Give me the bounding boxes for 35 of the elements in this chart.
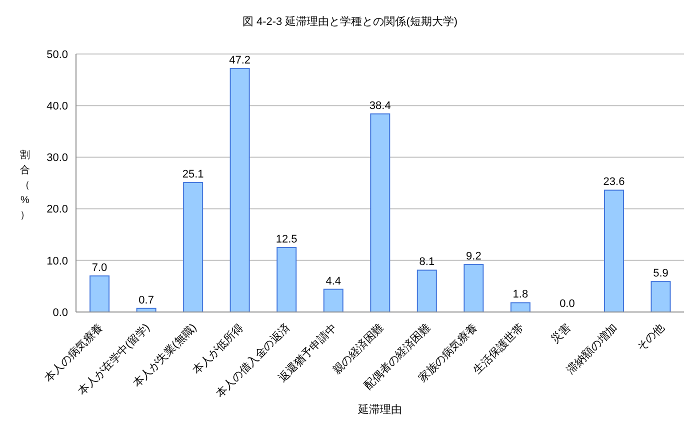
data-label: 0.0 bbox=[560, 298, 575, 310]
y-tick-label: 20.0 bbox=[46, 204, 68, 216]
data-label: 8.1 bbox=[419, 256, 435, 268]
bar bbox=[650, 281, 671, 312]
data-label: 23.6 bbox=[603, 176, 625, 188]
bar bbox=[183, 182, 204, 312]
data-label: 4.4 bbox=[326, 275, 342, 288]
y-tick-label: 0.0 bbox=[52, 306, 68, 319]
bar bbox=[464, 264, 484, 312]
data-label: 1.8 bbox=[512, 288, 528, 301]
bar bbox=[416, 270, 437, 312]
y-tick-label: 10.0 bbox=[46, 255, 68, 268]
data-label: 0.7 bbox=[138, 294, 154, 306]
x-axis-title: 延滞理由 bbox=[357, 403, 403, 417]
bar bbox=[370, 113, 390, 312]
y-tick-label: 30.0 bbox=[46, 152, 68, 164]
y-axis-title: 割合（%） bbox=[19, 148, 31, 223]
bar bbox=[604, 190, 624, 312]
data-label: 7.0 bbox=[92, 262, 108, 274]
x-tick-label: 災害 bbox=[548, 320, 574, 346]
data-label: 5.9 bbox=[653, 268, 668, 280]
data-label: 9.2 bbox=[466, 250, 482, 263]
bar bbox=[323, 288, 344, 312]
data-label: 12.5 bbox=[276, 234, 298, 246]
bar bbox=[276, 247, 297, 312]
data-label: 25.1 bbox=[182, 168, 204, 180]
chart-title: 図 4-2-3 延滞理由と学種との関係(短期大学) bbox=[241, 15, 459, 29]
bar bbox=[230, 68, 250, 312]
y-tick-label: 40.0 bbox=[46, 100, 68, 113]
y-tick-label: 50.0 bbox=[46, 48, 68, 61]
data-label: 38.4 bbox=[369, 100, 391, 112]
bar bbox=[510, 302, 530, 312]
data-label: 47.2 bbox=[229, 54, 251, 66]
bar bbox=[90, 275, 110, 312]
x-tick-label: その他 bbox=[634, 322, 667, 354]
